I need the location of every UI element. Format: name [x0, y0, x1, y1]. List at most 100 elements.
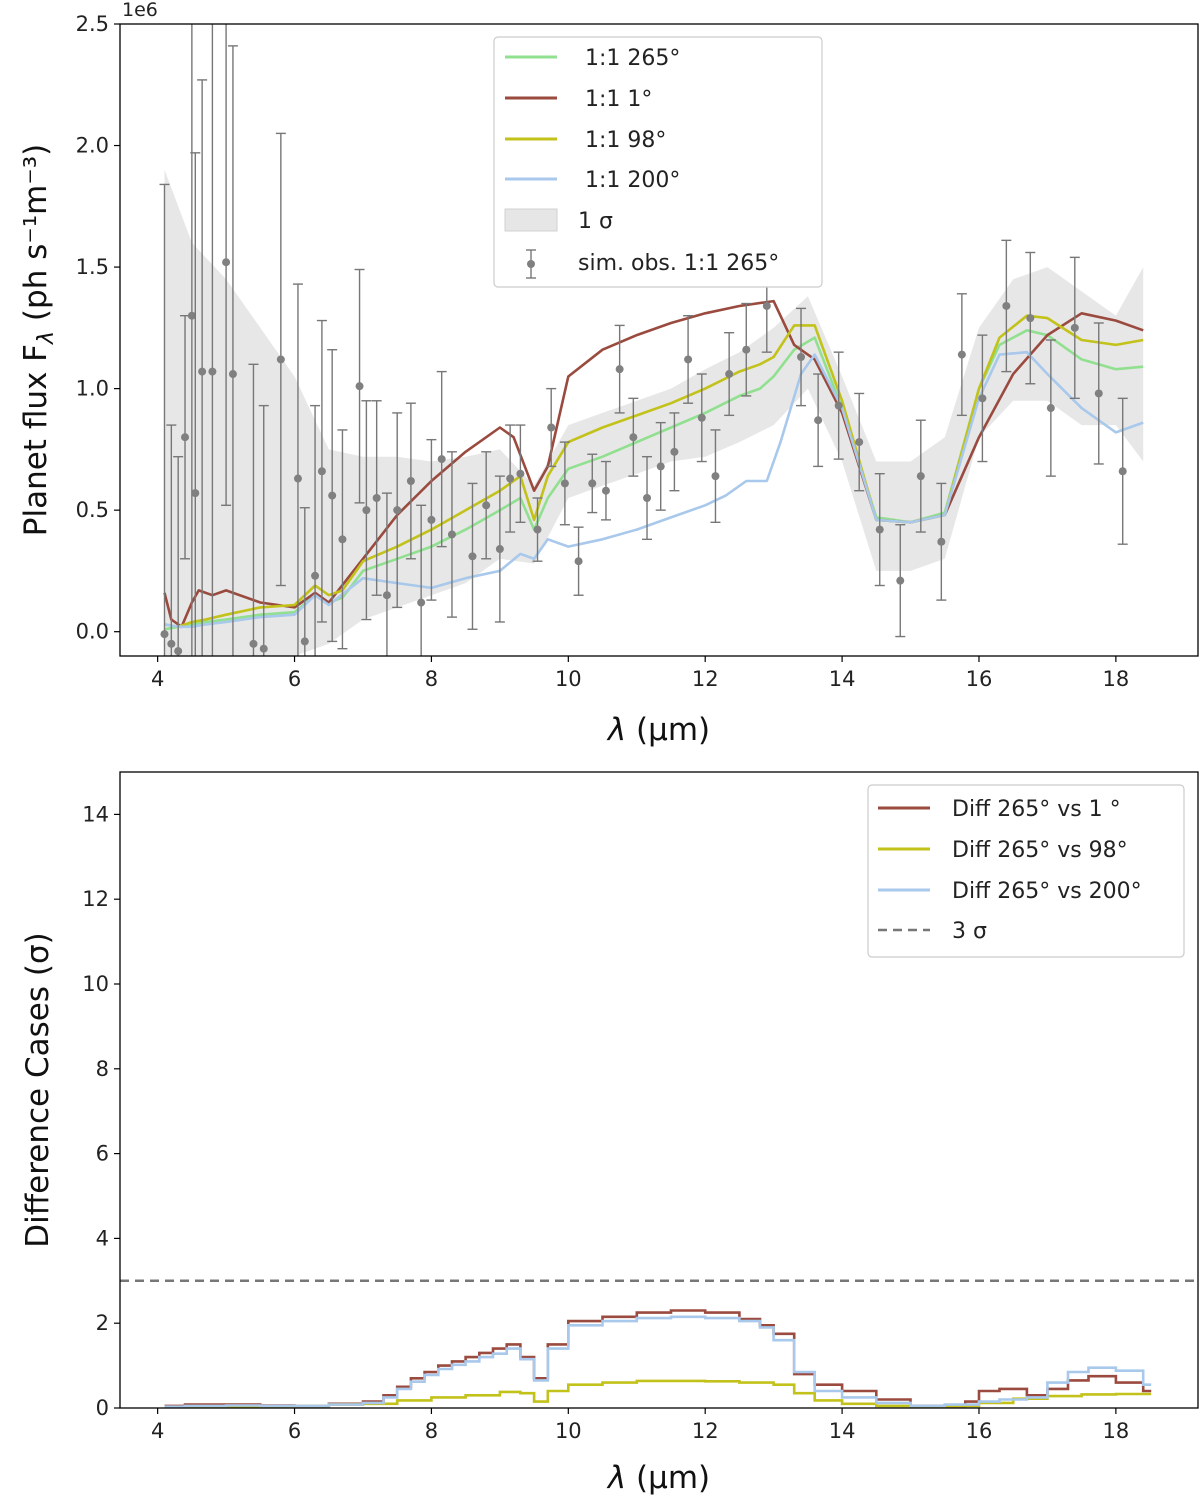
observation-point — [337, 429, 348, 650]
flux-y-tick-label: 0.5 — [76, 498, 109, 522]
observation-point — [956, 293, 967, 417]
flux-x-ticks: 4 6 8 10 12 14 16 18 — [151, 656, 1129, 691]
observation-point — [724, 332, 735, 417]
observation-point — [310, 404, 321, 656]
difference-series-line-1 — [164, 1379, 1152, 1408]
observation-point — [292, 283, 303, 656]
flux-series-line-3 — [164, 350, 1144, 629]
difference-y-tick-label: 2 — [96, 1311, 109, 1335]
flux-x-tick-label: 6 — [288, 667, 301, 691]
observation-point — [190, 152, 201, 656]
difference-x-tick-label: 10 — [555, 1419, 582, 1443]
difference-y-tick-label: 14 — [82, 802, 109, 826]
observation-point — [381, 492, 392, 656]
flux-y-ticks: 0.0 0.5 1.0 1.5 2.0 2.5 — [76, 12, 120, 644]
observation-point — [275, 132, 286, 587]
observation-point — [854, 392, 865, 492]
flux-x-tick-label: 4 — [151, 667, 164, 691]
observation-point — [874, 472, 885, 587]
model-series-layer — [163, 299, 1144, 631]
sigma-band-layer — [164, 169, 1144, 656]
observation-point — [327, 349, 338, 643]
observations-layer — [159, 24, 1128, 656]
observation-point — [1001, 239, 1012, 373]
difference-x-ticks: 4 6 8 10 12 14 16 18 — [151, 1408, 1129, 1443]
observation-point — [1069, 256, 1080, 400]
observation-point — [371, 400, 382, 596]
observation-point — [166, 424, 177, 656]
observation-point — [316, 319, 327, 623]
difference-y-tick-label: 8 — [96, 1057, 109, 1081]
observation-point — [208, 24, 217, 656]
observation-point — [494, 475, 505, 623]
observation-point — [977, 334, 988, 463]
flux-x-tick-label: 8 — [425, 667, 438, 691]
flux-panel: 4 6 8 10 12 14 16 18 0.0 0.5 1.0 1.5 2.0 2.5 1e6 λ (… — [18, 0, 1199, 748]
observation-point — [1117, 397, 1128, 545]
difference-x-tick-label: 16 — [966, 1419, 993, 1443]
observation-point — [159, 183, 170, 656]
flux-y-axis-label: Planet flux Fλ (ph s⁻¹m⁻³) — [18, 144, 59, 536]
difference-x-axis-label: λ (μm) — [606, 1460, 710, 1496]
legend-label-200: 1:1 200° — [585, 168, 680, 193]
difference-series-layer — [164, 1309, 1152, 1408]
observation-point — [600, 460, 611, 521]
difference-y-tick-label: 10 — [82, 972, 109, 996]
observation-point — [405, 402, 416, 560]
difference-y-tick-label: 6 — [96, 1142, 109, 1166]
legend-label-98: 1:1 98° — [585, 128, 666, 153]
observation-point — [221, 24, 232, 506]
observation-point — [796, 307, 807, 407]
observation-point — [515, 424, 526, 524]
difference-y-tick-label: 0 — [96, 1396, 109, 1420]
observation-point — [741, 302, 752, 397]
observation-point — [467, 482, 478, 630]
difference-plot-frame — [119, 771, 1199, 1409]
flux-x-tick-label: 16 — [966, 667, 993, 691]
observation-point — [436, 370, 447, 548]
flux-series-line-2 — [164, 314, 1144, 629]
observation-point — [1025, 251, 1036, 385]
observation-point — [248, 363, 259, 656]
observation-point — [655, 421, 666, 511]
flux-y-tick-label: 1.0 — [76, 377, 109, 401]
observation-point — [416, 504, 427, 656]
observation-point — [227, 45, 238, 656]
observation-point — [696, 373, 707, 463]
flux-plot-frame — [119, 23, 1199, 657]
offset-text: 1e6 — [122, 0, 158, 21]
flux-x-tick-label: 18 — [1102, 667, 1129, 691]
difference-x-tick-label: 6 — [288, 1419, 301, 1443]
observation-point — [710, 429, 721, 524]
difference-series-line-2 — [164, 1315, 1152, 1408]
observation-point — [895, 524, 906, 638]
observation-point — [559, 441, 570, 526]
sigma-band — [164, 169, 1144, 656]
observation-point — [642, 455, 653, 541]
legend-label-diff-98: Diff 265° vs 98° — [952, 838, 1128, 863]
difference-x-tick-label: 18 — [1102, 1419, 1129, 1443]
legend-swatch-sigma — [504, 208, 558, 232]
observation-point — [532, 497, 543, 562]
observation-point — [505, 424, 516, 533]
observation-point — [1045, 339, 1056, 477]
difference-panel: 4 6 8 10 12 14 16 18 0 2 4 6 8 10 12 14 λ (μm) Differe… — [20, 771, 1199, 1496]
observation-point — [446, 451, 457, 618]
observation-point — [197, 79, 208, 656]
observation-point — [936, 482, 947, 601]
observation-point — [813, 373, 824, 468]
observation-point — [573, 526, 584, 596]
difference-y-tick-label: 12 — [82, 887, 109, 911]
observation-point — [546, 387, 557, 468]
flux-legend: 1:1 265° 1:1 1° 1:1 98° 1:1 200° 1 σ sim… — [493, 36, 823, 288]
observation-point — [669, 412, 680, 492]
observation-point — [187, 24, 196, 656]
difference-y-ticks: 0 2 4 6 8 10 12 14 — [82, 802, 120, 1420]
difference-x-tick-label: 8 — [425, 1419, 438, 1443]
flux-y-tick-label: 2.5 — [76, 12, 109, 36]
legend-label-sigma: 1 σ — [578, 209, 613, 234]
observation-point — [173, 455, 184, 656]
flux-y-tick-label: 1.5 — [76, 255, 109, 279]
observation-point — [299, 507, 310, 656]
